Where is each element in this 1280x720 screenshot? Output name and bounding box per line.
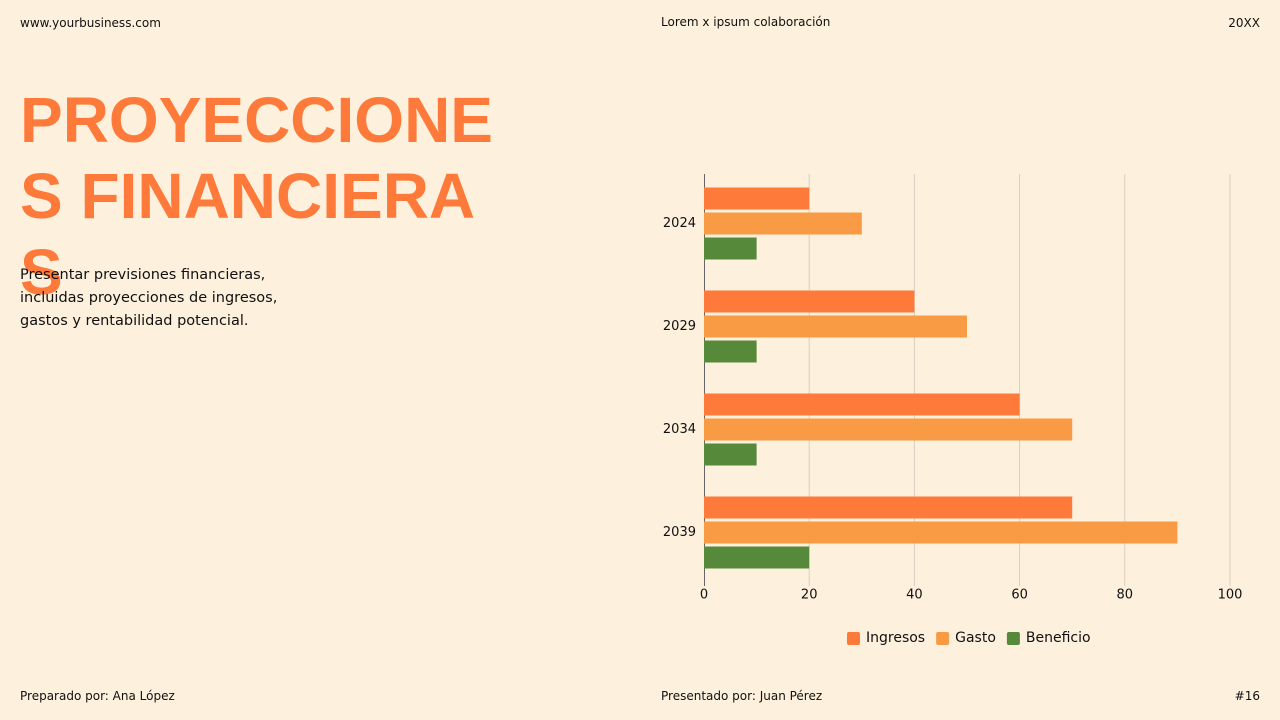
x-tick-label: 0	[700, 588, 708, 603]
bar	[704, 521, 1178, 544]
y-tick-label: 2034	[663, 422, 696, 437]
page-number: #16	[1234, 689, 1260, 703]
website: www.yourbusiness.com	[20, 16, 161, 30]
x-tick-label: 100	[1218, 588, 1243, 603]
y-tick-label: 2039	[663, 525, 696, 540]
bar	[704, 290, 915, 313]
bar	[704, 187, 810, 210]
presented-by: Presentado por: Juan Pérez	[661, 689, 823, 703]
legend-swatch	[936, 632, 950, 645]
bar	[704, 418, 1073, 441]
prepared-by: Preparado por: Ana López	[20, 689, 175, 703]
legend-label: Beneficio	[1026, 630, 1091, 646]
header-center: Lorem x ipsum colaboración	[661, 15, 831, 29]
y-tick-label: 2024	[663, 216, 696, 231]
x-tick-label: 40	[906, 588, 923, 603]
bar	[704, 393, 1020, 416]
bar	[704, 315, 967, 338]
legend-swatch	[847, 632, 860, 645]
y-tick-label: 2029	[663, 319, 696, 334]
bar	[704, 496, 1073, 519]
legend-label: Gasto	[955, 630, 996, 646]
title: PROYECCIONES FINANCIERAS	[20, 84, 493, 308]
x-tick-label: 60	[1011, 588, 1028, 603]
bar	[704, 443, 757, 466]
bar	[704, 546, 810, 569]
legend-swatch	[1006, 632, 1020, 645]
bar	[704, 212, 862, 235]
year: 20XX	[1228, 16, 1260, 30]
legend-label: Ingresos	[866, 630, 925, 646]
bar	[704, 237, 757, 260]
x-tick-label: 80	[1117, 588, 1134, 603]
bar	[704, 340, 757, 363]
x-tick-label: 20	[801, 588, 818, 603]
description: Presentar previsiones financieras, inclu…	[20, 267, 278, 329]
